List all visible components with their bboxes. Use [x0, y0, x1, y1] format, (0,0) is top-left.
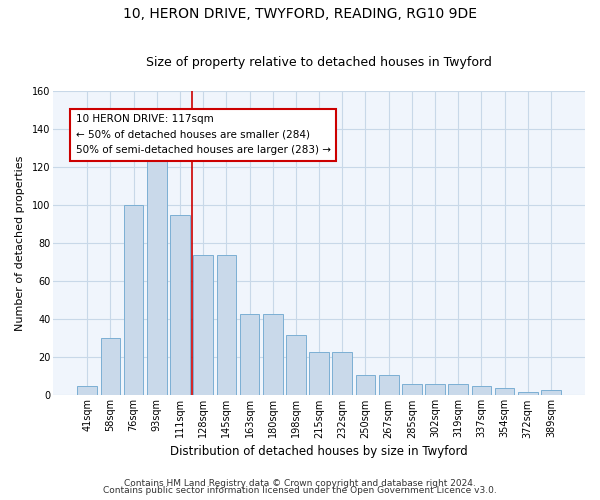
Bar: [379, 374, 398, 396]
Bar: [541, 390, 561, 396]
Bar: [425, 384, 445, 396]
Bar: [356, 374, 376, 396]
Bar: [217, 255, 236, 396]
Bar: [518, 392, 538, 396]
Bar: [239, 314, 259, 396]
Y-axis label: Number of detached properties: Number of detached properties: [15, 156, 25, 331]
Bar: [147, 156, 167, 396]
Bar: [77, 386, 97, 396]
Bar: [193, 255, 213, 396]
Bar: [472, 386, 491, 396]
Bar: [448, 384, 468, 396]
Bar: [124, 206, 143, 396]
Bar: [101, 338, 120, 396]
Bar: [170, 215, 190, 396]
Text: 10 HERON DRIVE: 117sqm
← 50% of detached houses are smaller (284)
50% of semi-de: 10 HERON DRIVE: 117sqm ← 50% of detached…: [76, 114, 331, 156]
Bar: [332, 352, 352, 396]
Bar: [263, 314, 283, 396]
Text: 10, HERON DRIVE, TWYFORD, READING, RG10 9DE: 10, HERON DRIVE, TWYFORD, READING, RG10 …: [123, 8, 477, 22]
Title: Size of property relative to detached houses in Twyford: Size of property relative to detached ho…: [146, 56, 492, 70]
Bar: [286, 334, 306, 396]
X-axis label: Distribution of detached houses by size in Twyford: Distribution of detached houses by size …: [170, 444, 468, 458]
Bar: [495, 388, 514, 396]
Text: Contains HM Land Registry data © Crown copyright and database right 2024.: Contains HM Land Registry data © Crown c…: [124, 478, 476, 488]
Bar: [402, 384, 422, 396]
Bar: [309, 352, 329, 396]
Text: Contains public sector information licensed under the Open Government Licence v3: Contains public sector information licen…: [103, 486, 497, 495]
